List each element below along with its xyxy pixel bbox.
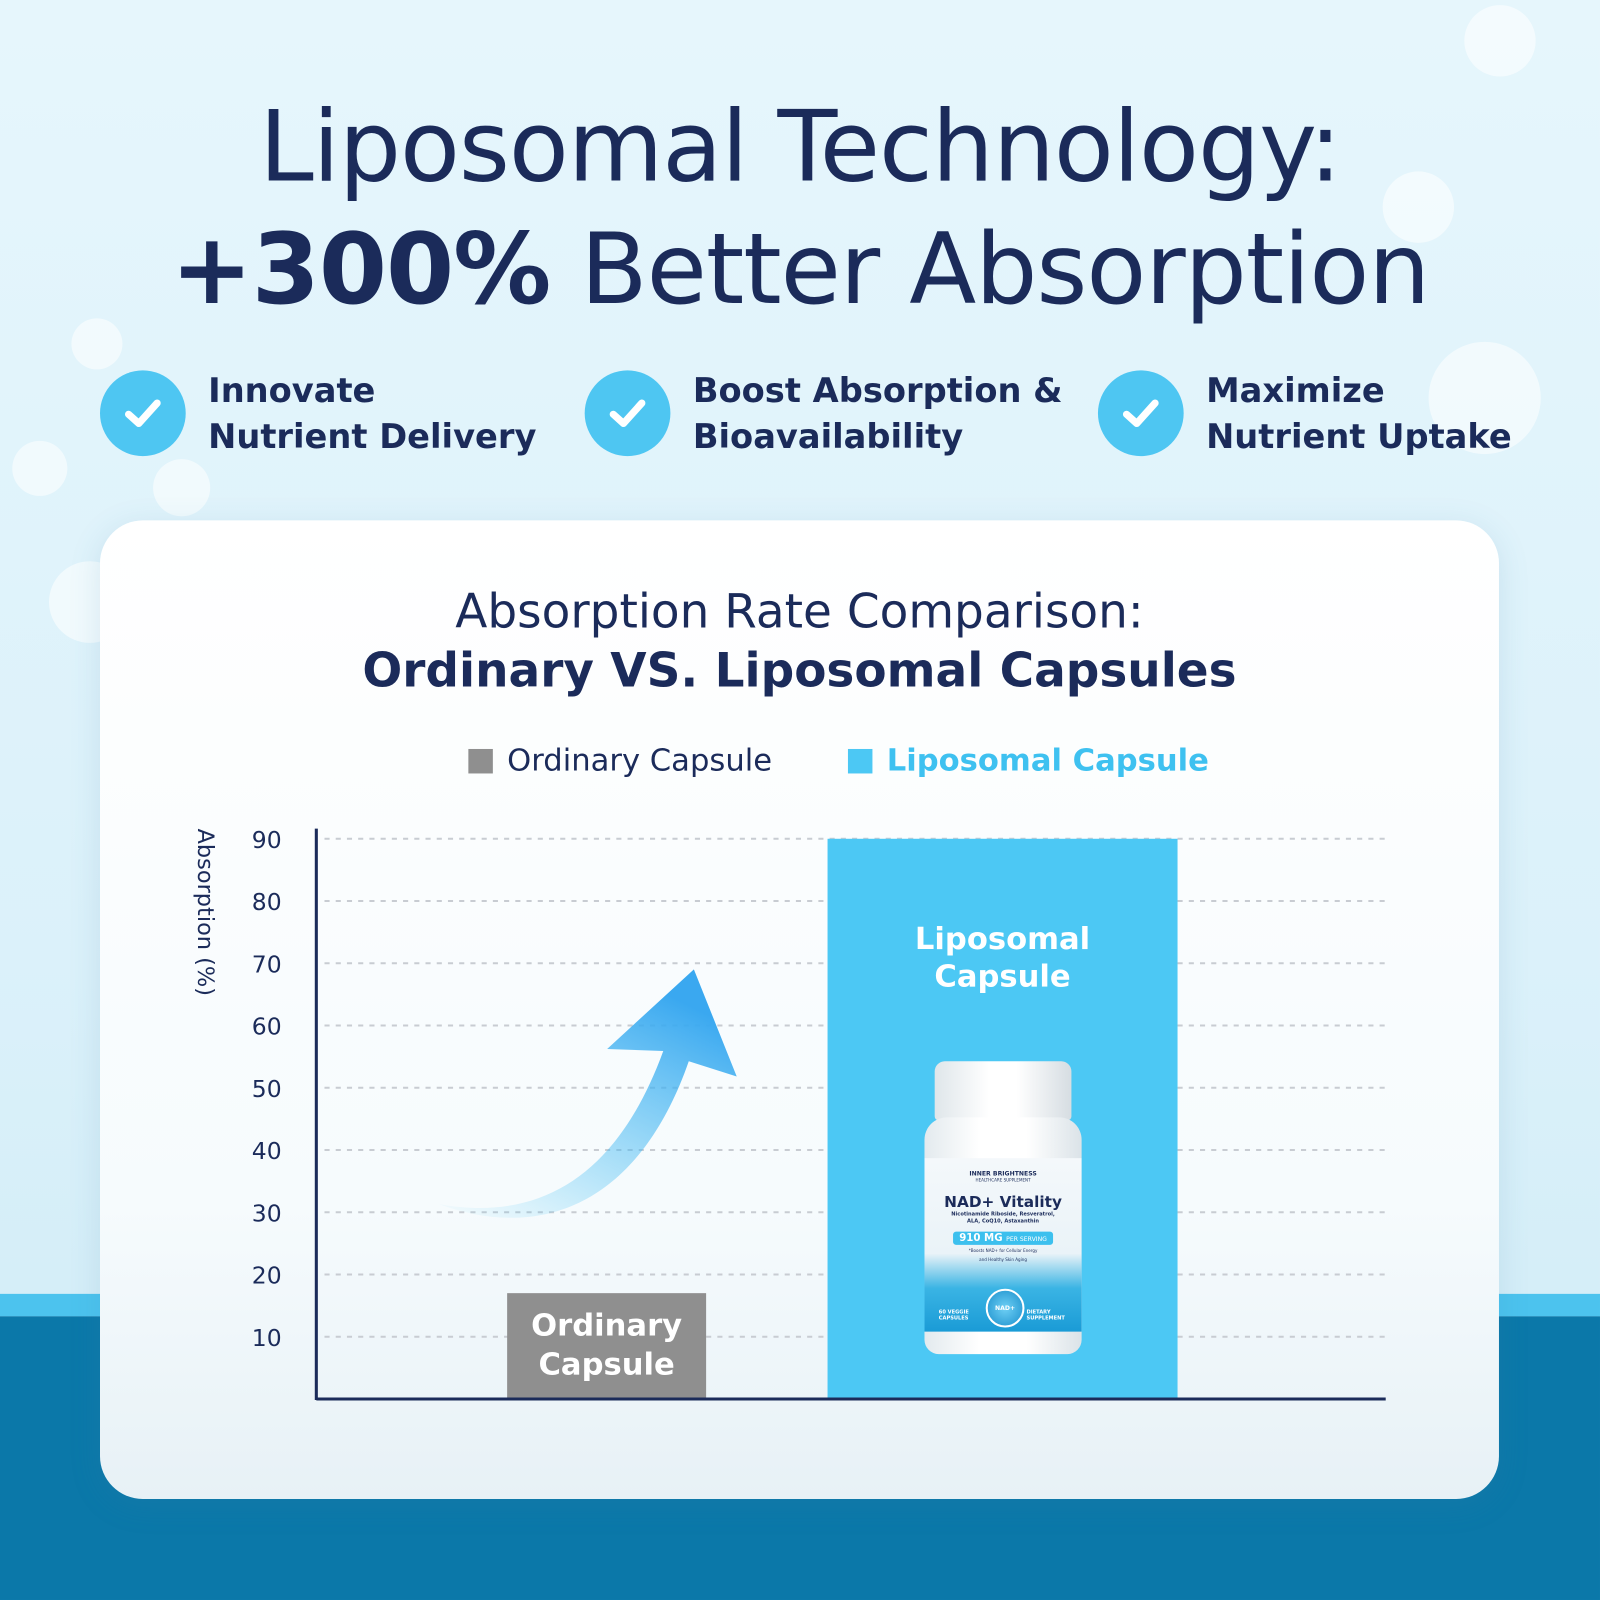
nad-badge: NAD+	[985, 1288, 1025, 1328]
headline-line1: Liposomal Technology:	[259, 89, 1342, 205]
feature-item: Innovate Nutrient Delivery	[99, 367, 537, 459]
legend-item-liposomal: Liposomal Capsule	[847, 742, 1209, 779]
legend-swatch	[468, 748, 493, 773]
y-tick-label: 20	[252, 1262, 282, 1290]
ingredients: ALA, CoQ10, Astaxanthin	[967, 1218, 1040, 1225]
legend-swatch	[847, 748, 873, 773]
headline-line2: +300% Better Absorption	[0, 212, 1600, 326]
dose-unit: PER SERVING	[1006, 1235, 1047, 1243]
bar-label-line2: Capsule	[538, 1347, 675, 1383]
legend-label: Ordinary Capsule	[507, 742, 773, 779]
product-name: NAD+ Vitality	[944, 1192, 1062, 1212]
check-circle-icon	[1097, 370, 1184, 457]
product-bottle: INNER BRIGHTNESS HEALTHCARE SUPPLEMENT N…	[924, 1061, 1082, 1357]
y-tick-label: 60	[252, 1013, 282, 1041]
molecule-decoration	[1464, 5, 1536, 77]
bar-label: Ordinary Capsule	[507, 1307, 706, 1385]
capsule-count: 60 VEGGIE CAPSULES	[938, 1309, 969, 1322]
check-circle-icon	[99, 370, 186, 457]
y-tick-label: 70	[252, 950, 282, 978]
y-axis-label: Absorption (%)	[192, 829, 218, 996]
y-tick-label: 30	[252, 1199, 282, 1227]
y-tick-label: 90	[252, 826, 282, 854]
supplement-type: DIETARY SUPPLEMENT	[1026, 1309, 1065, 1322]
legend-label: Liposomal Capsule	[886, 742, 1209, 779]
headline-rest: Better Absorption	[550, 212, 1430, 327]
molecule-decoration	[1382, 171, 1455, 243]
claim: and Healthy Skin Aging	[979, 1257, 1027, 1263]
feature-line1: Innovate	[208, 370, 376, 411]
brand-name: INNER BRIGHTNESS	[969, 1170, 1037, 1178]
molecule-decoration	[12, 440, 68, 496]
bottle-body: INNER BRIGHTNESS HEALTHCARE SUPPLEMENT N…	[924, 1117, 1082, 1355]
y-tick-label: 80	[252, 888, 282, 916]
bar-label-line2: Capsule	[934, 959, 1071, 995]
y-tick-label: 40	[252, 1137, 282, 1165]
bar-label-line1: Liposomal	[914, 921, 1091, 958]
check-circle-icon	[584, 370, 671, 457]
bar-label-line1: Ordinary	[531, 1308, 683, 1345]
feature-item: Boost Absorption & Bioavailability	[584, 367, 1063, 459]
chart-title-line2: Ordinary VS. Liposomal Capsules	[362, 642, 1237, 698]
bottle-cap	[934, 1061, 1072, 1121]
feature-line2: Bioavailability	[692, 416, 964, 457]
dose: 910 MG	[959, 1232, 1003, 1244]
dose-badge: 910 MG PER SERVING	[953, 1231, 1054, 1245]
molecule-decoration	[71, 318, 123, 370]
headline-highlight: +300%	[170, 212, 552, 327]
feature-line2: Nutrient Uptake	[1206, 416, 1512, 457]
y-tick-label: 10	[252, 1324, 282, 1352]
legend-item-ordinary: Ordinary Capsule	[468, 743, 772, 779]
molecule-decoration	[153, 459, 211, 517]
y-tick-label: 50	[252, 1075, 282, 1103]
bar-label: Liposomal Capsule	[828, 920, 1178, 996]
upward-arrow-icon	[438, 969, 737, 1218]
claim: *Boosts NAD+ for Cellular Energy	[968, 1247, 1038, 1254]
bottle-label: INNER BRIGHTNESS HEALTHCARE SUPPLEMENT N…	[924, 1158, 1082, 1332]
feature-line1: Maximize	[1206, 370, 1385, 411]
chart-title-line1: Absorption Rate Comparison:	[455, 583, 1144, 639]
feature-line1: Boost Absorption &	[692, 370, 1063, 411]
brand-sub: HEALTHCARE SUPPLEMENT	[975, 1177, 1031, 1183]
feature-item: Maximize Nutrient Uptake	[1097, 367, 1512, 459]
molecule-decoration	[1428, 341, 1541, 455]
ingredients: Nicotinamide Riboside, Resveratrol,	[951, 1211, 1055, 1218]
feature-line2: Nutrient Delivery	[208, 416, 537, 457]
bar-ordinary	[507, 1293, 707, 1399]
